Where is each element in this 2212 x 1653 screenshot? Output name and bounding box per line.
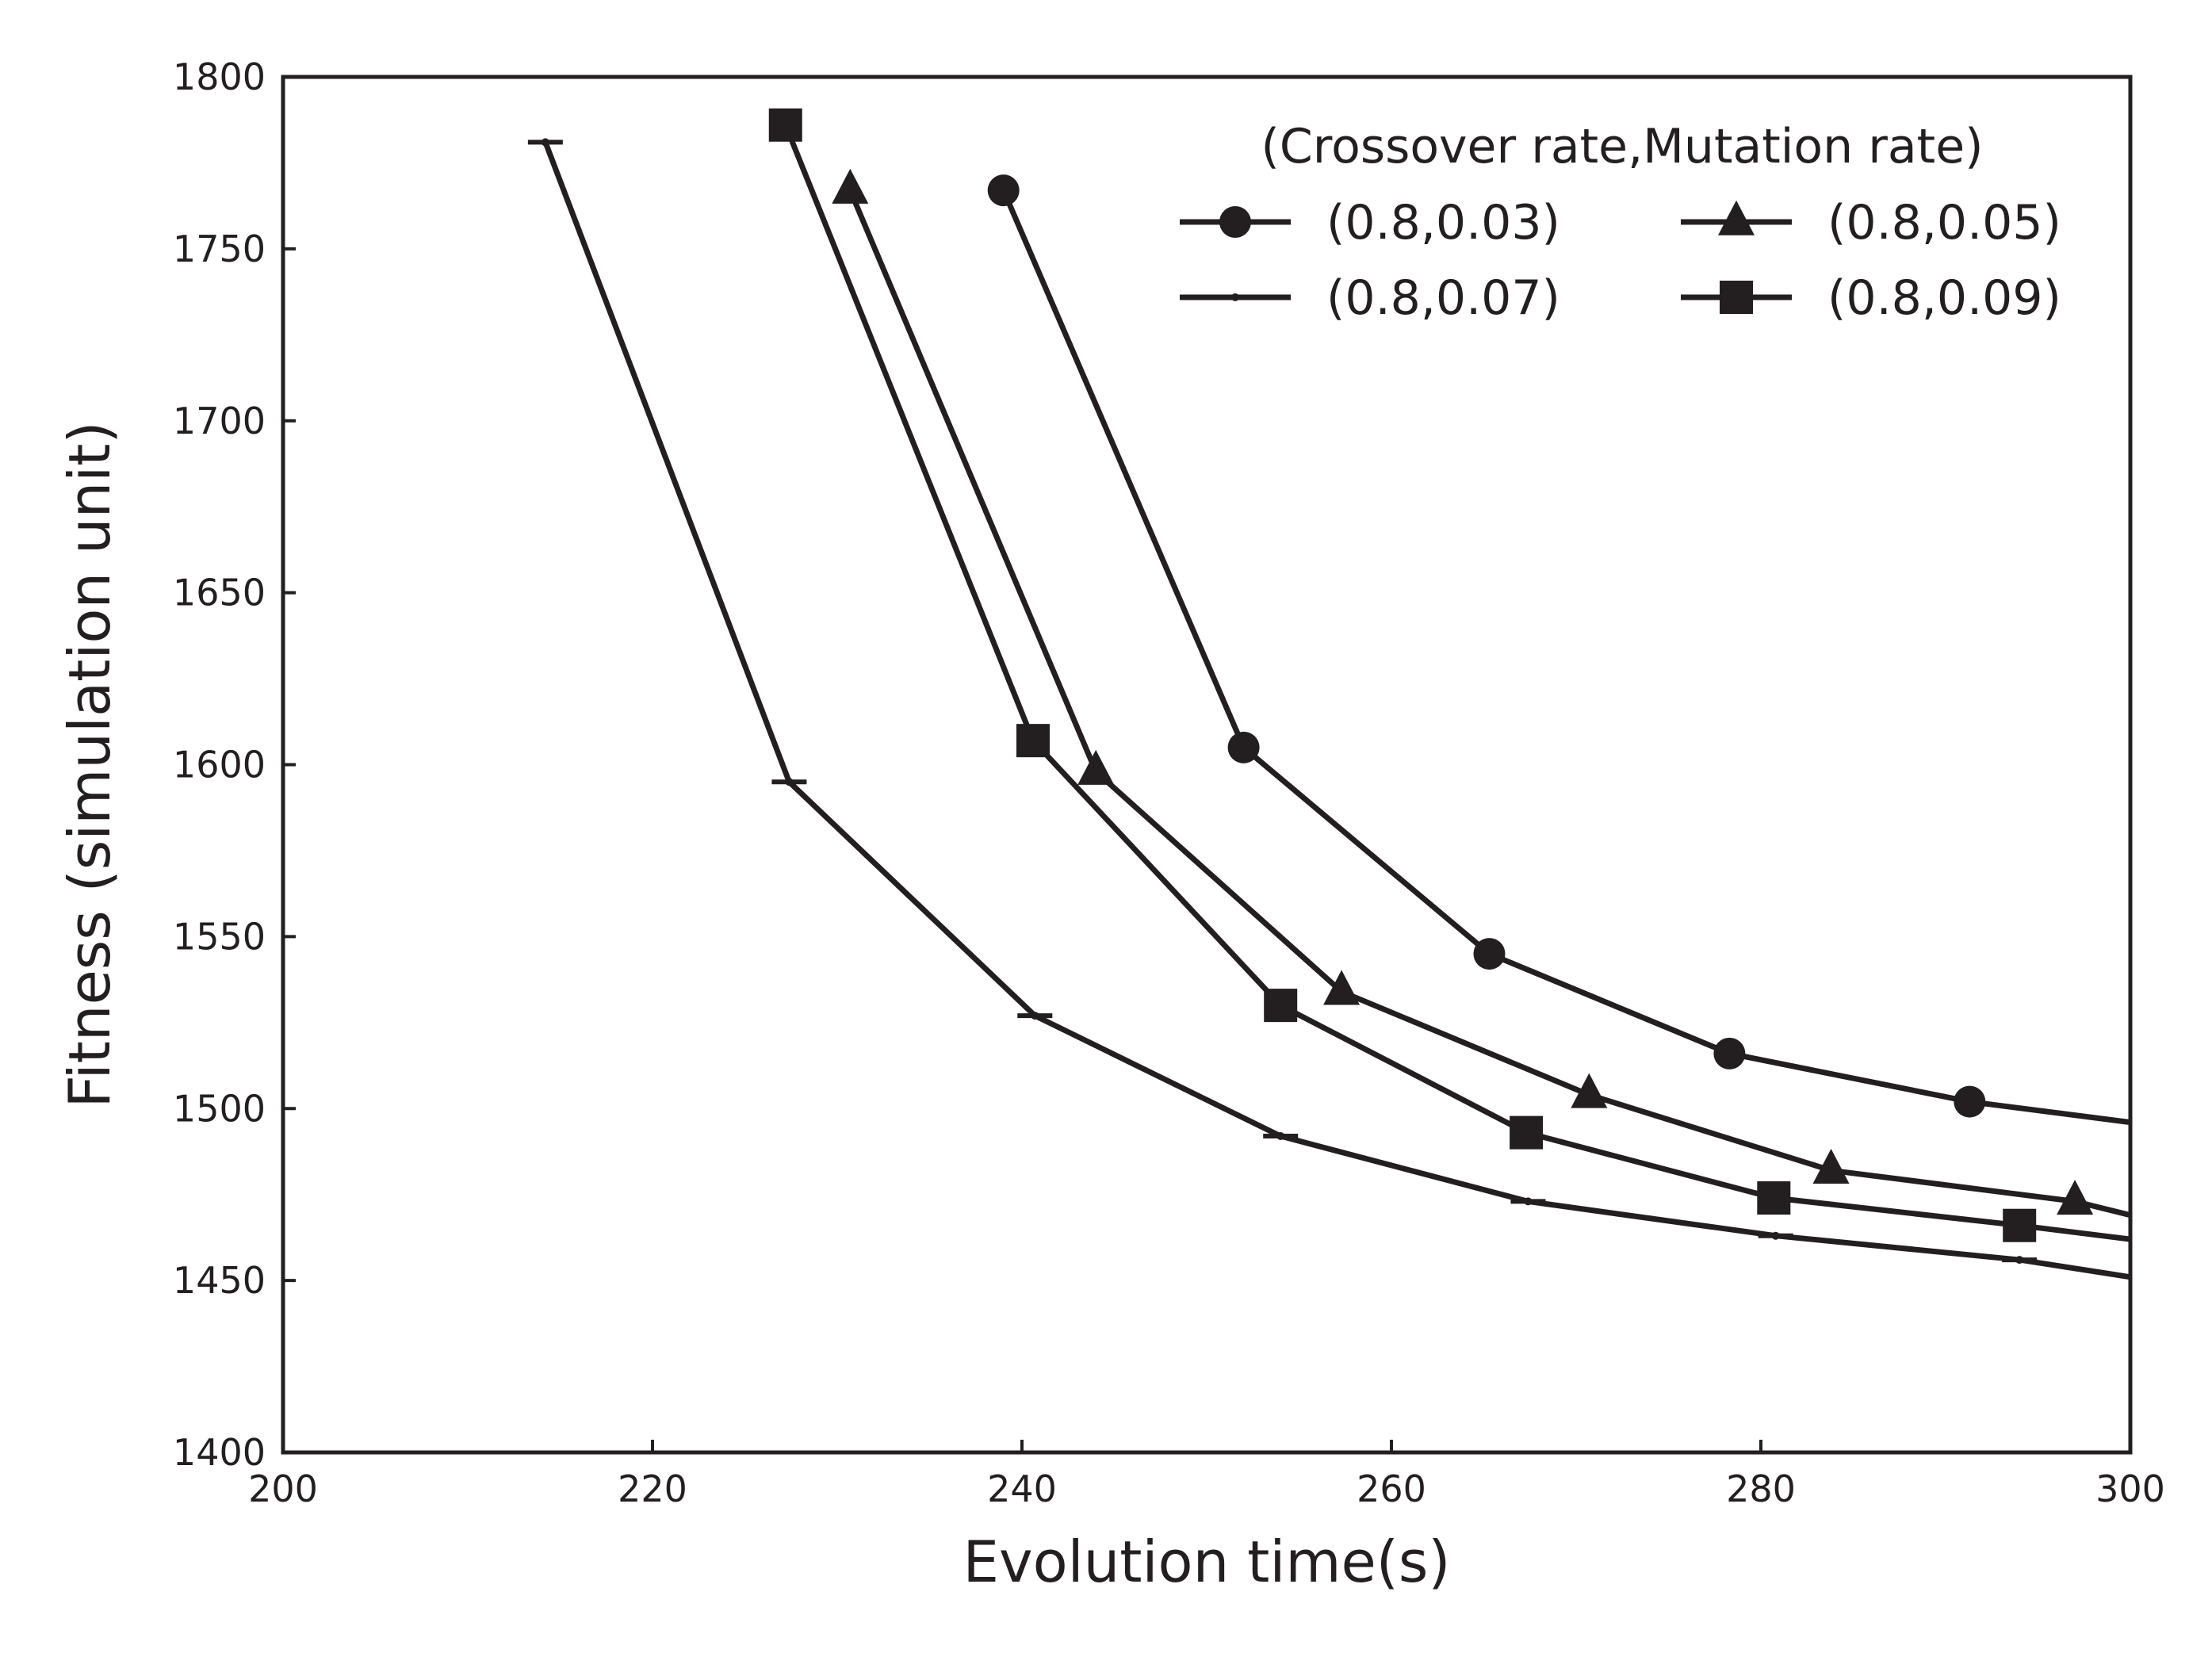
x-axis-title: Evolution time(s) bbox=[963, 1529, 1451, 1595]
axes-group: 200 220 240 260 280 300 1400 1450 1500 1550 1600 16… bbox=[56, 55, 2165, 1595]
y-tick-label-1450: 1450 bbox=[173, 1259, 266, 1302]
legend-entry-0-8-0-09: (0.8,0.09) bbox=[1681, 270, 2061, 326]
series-0-8-0-05-point-1 bbox=[1077, 749, 1115, 785]
series-0-8-0-03-point-0 bbox=[987, 174, 1020, 207]
legend-entry-0-8-0-03-marker bbox=[1219, 206, 1251, 238]
series-0-8-0-07-point-4-dot bbox=[1524, 1197, 1533, 1206]
y-tick-label-1800: 1800 bbox=[173, 55, 266, 98]
series-0-8-0-05-point-4 bbox=[1812, 1149, 1850, 1184]
series-0-8-0-07 bbox=[527, 138, 2131, 1280]
x-tick-label-240: 240 bbox=[987, 1467, 1057, 1510]
series-0-8-0-07-point-3 bbox=[1263, 1131, 1299, 1140]
series-0-8-0-09-point-5 bbox=[2003, 1208, 2037, 1242]
y-tick-label-1400: 1400 bbox=[173, 1431, 266, 1474]
series-group bbox=[527, 108, 2131, 1280]
legend-entry-0-8-0-03-label: (0.8,0.03) bbox=[1326, 195, 1560, 251]
legend-entry-0-8-0-03: (0.8,0.03) bbox=[1180, 195, 1560, 251]
x-tick-label-220: 220 bbox=[618, 1467, 687, 1510]
series-0-8-0-03-point-1 bbox=[1227, 731, 1260, 763]
series-0-8-0-07-point-5-dot bbox=[1771, 1231, 1780, 1240]
series-0-8-0-05 bbox=[832, 168, 2131, 1219]
legend-entry-0-8-0-07-label: (0.8,0.07) bbox=[1326, 270, 1560, 326]
series-0-8-0-09-point-1 bbox=[1016, 724, 1050, 758]
x-tick-label-280: 280 bbox=[1726, 1467, 1796, 1510]
legend-entry-0-8-0-05-label: (0.8,0.05) bbox=[1827, 195, 2061, 251]
legend-entry-0-8-0-07-marker-dot bbox=[1231, 293, 1239, 301]
y-tick-label-1750: 1750 bbox=[173, 228, 266, 270]
series-0-8-0-07-point-0 bbox=[527, 138, 563, 147]
series-0-8-0-05-point-2 bbox=[1323, 970, 1360, 1005]
legend-entry-0-8-0-07: (0.8,0.07) bbox=[1180, 270, 1560, 326]
series-0-8-0-07-point-1-dot bbox=[785, 778, 794, 786]
series-0-8-0-05-point-0 bbox=[832, 168, 869, 204]
series-0-8-0-09-point-3 bbox=[1510, 1115, 1544, 1150]
series-0-8-0-09 bbox=[768, 108, 2131, 1242]
legend-title: (Crossover rate,Mutation rate) bbox=[1261, 119, 1983, 174]
series-0-8-0-05-point-5 bbox=[2057, 1180, 2094, 1215]
legend-entry-0-8-0-07-marker bbox=[1218, 293, 1253, 301]
series-0-8-0-03 bbox=[987, 174, 2131, 1126]
x-tick-label-260: 260 bbox=[1357, 1467, 1426, 1510]
y-tick-label-1650: 1650 bbox=[173, 572, 266, 614]
series-0-8-0-09-point-2 bbox=[1264, 989, 1298, 1023]
series-0-8-0-07-line bbox=[542, 141, 2131, 1280]
series-0-8-0-07-point-1 bbox=[771, 778, 807, 786]
legend-entry-0-8-0-05: (0.8,0.05) bbox=[1681, 195, 2061, 251]
series-0-8-0-03-point-3 bbox=[1713, 1037, 1746, 1069]
series-0-8-0-03-point-2 bbox=[1473, 938, 1506, 970]
series-0-8-0-03-line bbox=[1001, 189, 2131, 1126]
y-tick-label-1500: 1500 bbox=[173, 1087, 266, 1130]
series-0-8-0-07-point-5 bbox=[1758, 1231, 1793, 1240]
series-0-8-0-03-point-4 bbox=[1954, 1085, 1986, 1118]
series-0-8-0-07-point-2 bbox=[1017, 1012, 1053, 1020]
x-tick-label-200: 200 bbox=[248, 1467, 318, 1510]
y-tick-label-1600: 1600 bbox=[173, 744, 266, 786]
series-0-8-0-07-point-6 bbox=[2002, 1256, 2038, 1265]
y-axis-title: Fitness (simulation unit) bbox=[56, 421, 123, 1108]
series-0-8-0-07-point-6-dot bbox=[2015, 1256, 2024, 1265]
series-0-8-0-07-point-0-dot bbox=[541, 138, 549, 147]
legend-entry-0-8-0-09-marker bbox=[1720, 281, 1753, 314]
series-0-8-0-07-point-4 bbox=[1510, 1197, 1546, 1206]
x-tick-label-300: 300 bbox=[2095, 1467, 2165, 1510]
legend-entry-0-8-0-05-marker bbox=[1718, 200, 1755, 235]
series-0-8-0-07-point-3-dot bbox=[1276, 1131, 1285, 1140]
series-0-8-0-07-point-2-dot bbox=[1031, 1012, 1039, 1020]
y-tick-label-1550: 1550 bbox=[173, 915, 266, 958]
series-0-8-0-09-point-0 bbox=[768, 108, 802, 142]
y-tick-label-1700: 1700 bbox=[173, 400, 266, 442]
series-0-8-0-05-point-3 bbox=[1571, 1073, 1608, 1108]
legend: (Crossover rate,Mutation rate) (0.8,0.03)… bbox=[1180, 119, 2061, 326]
legend-entry-0-8-0-09-label: (0.8,0.09) bbox=[1827, 270, 2061, 326]
series-0-8-0-09-point-4 bbox=[1757, 1181, 1791, 1215]
